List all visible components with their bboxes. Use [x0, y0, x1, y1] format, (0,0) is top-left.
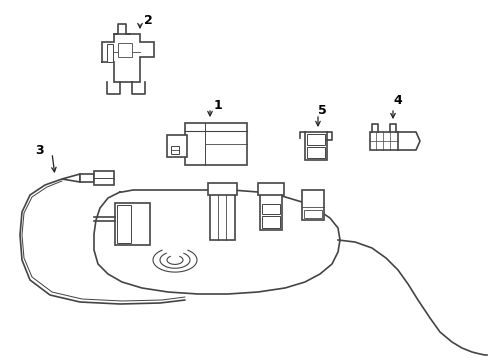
Bar	[118, 43, 132, 57]
Bar	[306, 134, 325, 145]
Bar	[369, 132, 397, 150]
Bar	[260, 190, 282, 230]
Bar	[184, 123, 246, 165]
Bar	[167, 135, 186, 157]
Bar	[305, 132, 326, 160]
Bar	[94, 171, 114, 185]
Text: 5: 5	[317, 104, 325, 117]
Bar	[171, 146, 179, 154]
Bar	[107, 44, 113, 62]
Bar	[117, 205, 131, 243]
Bar	[80, 174, 94, 182]
Bar	[209, 190, 235, 240]
Bar	[207, 183, 237, 195]
Text: 1: 1	[213, 99, 222, 112]
Text: 3: 3	[36, 144, 44, 157]
Bar	[306, 147, 325, 158]
Bar	[258, 183, 284, 195]
Text: 2: 2	[143, 14, 152, 27]
Bar	[262, 204, 280, 214]
Bar	[304, 210, 321, 218]
Bar	[262, 216, 280, 228]
Bar	[302, 190, 324, 220]
Text: 4: 4	[393, 94, 402, 107]
Bar	[115, 203, 150, 245]
Polygon shape	[62, 174, 80, 182]
